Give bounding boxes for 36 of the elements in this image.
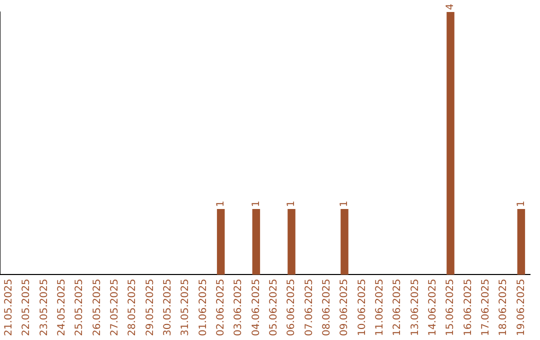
data-label: 4 xyxy=(445,4,456,10)
x-tick-label: 15.06.2025 xyxy=(445,278,456,336)
x-tick-label: 31.05.2025 xyxy=(180,278,192,336)
x-tick-label: 08.06.2025 xyxy=(321,278,332,336)
x-tick-label: 05.06.2025 xyxy=(268,278,280,336)
x-tick-label: 06.06.2025 xyxy=(286,278,298,336)
x-tick-label: 02.06.2025 xyxy=(215,278,226,336)
x-tick-label: 11.06.2025 xyxy=(374,278,386,336)
x-tick-label: 07.06.2025 xyxy=(304,278,315,336)
x-tick-label: 01.06.2025 xyxy=(198,278,209,336)
x-tick-label: 14.06.2025 xyxy=(427,278,438,336)
x-tick-label: 13.06.2025 xyxy=(410,278,421,336)
x-tick-label: 24.05.2025 xyxy=(56,278,68,336)
x-tick-label: 26.05.2025 xyxy=(92,278,103,336)
x-tick-label: 27.05.2025 xyxy=(109,278,120,336)
data-label: 1 xyxy=(286,200,298,208)
x-tick-label: 09.06.2025 xyxy=(339,278,350,336)
x-tick-label: 10.06.2025 xyxy=(356,278,368,336)
x-tick-label: 30.05.2025 xyxy=(162,278,174,336)
data-label: 1 xyxy=(516,200,527,208)
x-tick-label: 19.06.2025 xyxy=(516,278,527,336)
x-tick-label: 28.05.2025 xyxy=(127,278,138,336)
x-tick-label: 04.06.2025 xyxy=(250,278,262,336)
data-label: 1 xyxy=(215,200,226,208)
x-tick-label: 17.06.2025 xyxy=(480,278,492,336)
x-tick-label: 18.06.2025 xyxy=(498,278,510,336)
data-label: 1 xyxy=(339,200,350,208)
x-tick-label: 29.05.2025 xyxy=(144,278,156,336)
x-tick-label: 22.05.2025 xyxy=(21,278,32,336)
x-tick-label: 23.05.2025 xyxy=(38,278,50,336)
x-tick-label: 25.05.2025 xyxy=(74,278,86,336)
data-label: 1 xyxy=(250,200,262,208)
x-tick-label: 21.05.2025 xyxy=(3,278,14,336)
x-tick-label: 12.06.2025 xyxy=(392,278,404,336)
x-tick-label: 16.06.2025 xyxy=(462,278,474,336)
x-tick-label: 03.06.2025 xyxy=(233,278,244,336)
